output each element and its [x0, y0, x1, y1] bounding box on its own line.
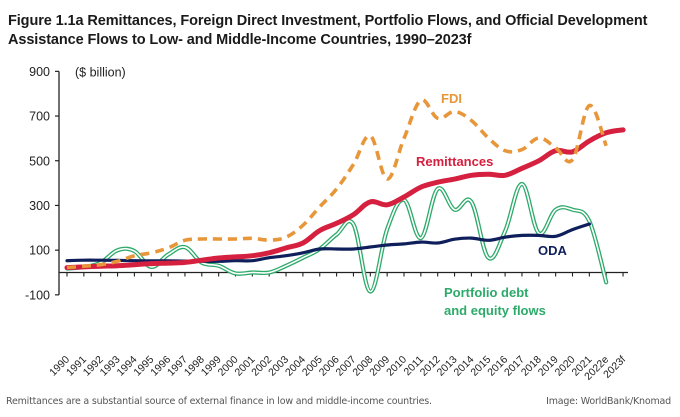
series-label-portfolio-debt-and-equity-flows: and equity flows [444, 303, 546, 318]
series-layer [64, 98, 626, 294]
series-label-remittances: Remittances [416, 154, 493, 169]
y-tick-label: 900 [29, 65, 50, 79]
y-tick-label: -100 [25, 288, 50, 302]
series-label-fdi: FDI [441, 91, 462, 106]
y-tick-label: 100 [29, 244, 50, 258]
series-line-fdi [66, 98, 608, 270]
series-label-portfolio-debt-and-equity-flows: Portfolio debt [444, 285, 529, 300]
footer-caption: Remittances are a substantial source of … [6, 396, 432, 407]
y-tick-label: 500 [29, 154, 50, 168]
y-tick-label: 700 [29, 110, 50, 124]
footer-credit: Image: WorldBank/Knomad [546, 396, 671, 407]
figure-title: Figure 1.1a Remittances, Foreign Direct … [8, 12, 678, 50]
title-line-2: Assistance Flows to Low- and Middle-Inco… [8, 32, 472, 48]
y-axis-unit-label: ($ billion) [75, 65, 126, 79]
title-line-1: Figure 1.1a Remittances, Foreign Direct … [8, 13, 648, 29]
series-fdi [66, 98, 608, 270]
labels-layer: FDI Remittances ODA Portfolio debt and equit… [416, 91, 568, 318]
series-oda [65, 222, 591, 263]
series-line-oda [65, 222, 591, 263]
y-tick-label: 300 [29, 199, 50, 213]
series-line-remittances [64, 127, 626, 271]
series-label-oda: ODA [538, 243, 568, 258]
series-remittances [64, 127, 626, 271]
